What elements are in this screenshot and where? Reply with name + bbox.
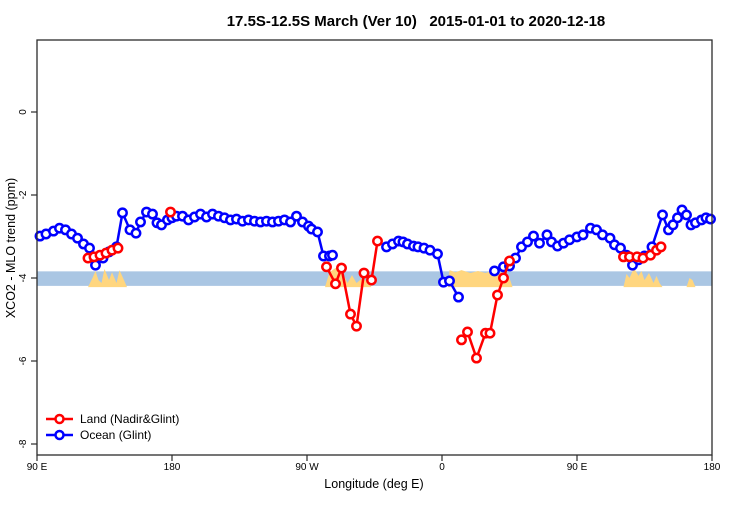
legend-label-ocean: Ocean (Glint)	[80, 428, 151, 442]
data-point-ocean	[577, 229, 589, 241]
data-point-land	[372, 235, 383, 247]
data-point-land	[366, 274, 377, 286]
legend-marker-land	[54, 413, 65, 425]
data-point-land	[345, 308, 356, 320]
x-axis-label: Longitude (deg E)	[324, 477, 423, 491]
y-tick-label: -4	[18, 273, 29, 282]
data-point-land	[504, 255, 515, 267]
data-point-land	[492, 289, 503, 301]
data-point-land	[358, 267, 370, 279]
data-point-land	[321, 261, 332, 273]
y-axis-label: XCO2 - MLO trend (ppm)	[4, 178, 18, 318]
x-tick-label: 180	[704, 462, 721, 473]
data-series-layer	[34, 204, 716, 364]
data-point-ocean	[130, 227, 142, 239]
highlight-patch	[686, 278, 696, 288]
y-tick-label: 0	[18, 109, 29, 115]
data-point-ocean	[135, 216, 146, 228]
x-tick-label: 180	[164, 462, 181, 473]
data-point-land	[462, 326, 473, 338]
y-tick-label: -6	[18, 356, 29, 365]
data-point-land	[456, 334, 467, 346]
data-point-ocean	[312, 226, 323, 238]
data-point-land	[112, 242, 124, 254]
data-point-ocean	[528, 230, 539, 242]
data-point-ocean	[84, 242, 95, 254]
data-point-ocean	[489, 265, 500, 277]
data-point-land	[330, 278, 341, 290]
data-point-ocean	[444, 275, 455, 287]
data-point-land	[498, 272, 509, 284]
data-point-land	[484, 327, 496, 339]
chart-title: 17.5S-12.5S March (Ver 10) 2015-01-01 to…	[227, 13, 606, 30]
x-axis: 90 E 180 90 W 0 90 E 180	[27, 455, 721, 473]
x-tick-label: 90 W	[295, 462, 319, 473]
data-point-ocean	[534, 237, 545, 249]
data-point-ocean	[327, 249, 338, 261]
data-point-ocean	[147, 208, 158, 220]
legend-marker-ocean	[54, 429, 65, 441]
highlight-patch	[623, 268, 663, 288]
series-land	[82, 206, 667, 364]
data-point-ocean	[453, 291, 464, 303]
data-point-ocean	[90, 259, 101, 271]
legend-label-land: Land (Nadir&Glint)	[80, 412, 179, 426]
data-point-ocean	[432, 248, 443, 260]
x-tick-label: 90 E	[27, 462, 48, 473]
data-point-land	[351, 320, 362, 332]
plot-box	[36, 39, 713, 456]
x-tick-label: 0	[439, 462, 445, 473]
data-point-land	[471, 352, 482, 364]
data-point-ocean	[681, 209, 692, 221]
data-point-ocean	[705, 213, 716, 225]
x-tick-label: 90 E	[567, 462, 588, 473]
data-point-ocean	[657, 209, 668, 221]
legend: Land (Nadir&Glint) Ocean (Glint)	[46, 412, 179, 442]
y-axis: 0 -2 -4 -6 -8	[18, 109, 37, 448]
data-point-ocean	[117, 207, 128, 219]
data-point-land	[655, 241, 667, 253]
highlight-patch	[88, 268, 127, 288]
data-point-land	[336, 262, 347, 274]
y-tick-label: -2	[18, 190, 29, 199]
data-point-land	[165, 206, 176, 218]
data-point-ocean	[672, 212, 683, 224]
y-tick-label: -8	[18, 439, 29, 448]
